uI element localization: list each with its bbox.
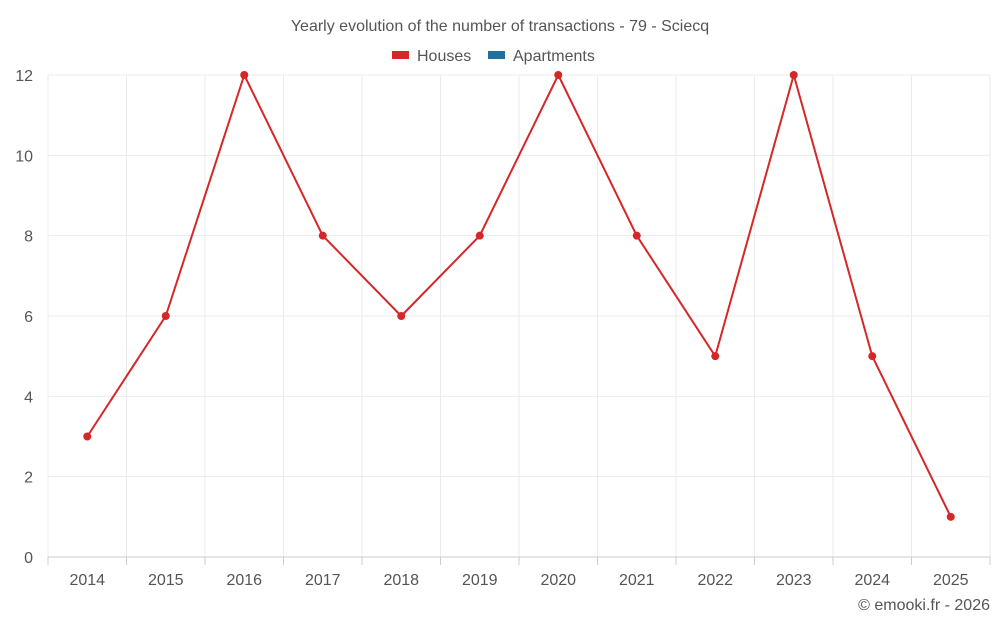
data-point[interactable] — [868, 352, 877, 361]
legend-label: Houses — [417, 48, 471, 65]
x-tick-label: 2014 — [69, 572, 105, 589]
axes — [47, 556, 991, 565]
x-tick-label: 2021 — [619, 572, 655, 589]
data-point[interactable] — [946, 512, 955, 521]
data-point[interactable] — [632, 231, 641, 240]
legend-label: Apartments — [513, 48, 595, 65]
x-tick-label: 2023 — [776, 572, 812, 589]
legend-swatch — [488, 51, 505, 59]
x-tick-label: 2017 — [305, 572, 341, 589]
x-tick-label: 2025 — [933, 572, 969, 589]
legend-item-houses[interactable]: Houses — [392, 48, 471, 65]
y-tick-label: 8 — [24, 229, 33, 246]
data-point[interactable] — [711, 352, 720, 361]
x-tick-label: 2018 — [383, 572, 419, 589]
x-tick-label: 2022 — [697, 572, 733, 589]
data-point[interactable] — [789, 71, 798, 79]
data-point[interactable] — [397, 312, 406, 320]
data-point[interactable] — [475, 231, 484, 240]
data-point[interactable] — [240, 71, 249, 79]
legend-item-apartments[interactable]: Apartments — [488, 48, 595, 65]
chart-legend: Houses Apartments — [392, 48, 595, 65]
chart-title: Yearly evolution of the number of transa… — [291, 18, 709, 35]
x-tick-label: 2024 — [854, 572, 890, 589]
y-tick-label: 10 — [15, 148, 33, 165]
series-line-houses — [86, 74, 952, 518]
y-tick-label: 2 — [24, 470, 33, 487]
x-tick-label: 2015 — [148, 572, 184, 589]
x-tick-label: 2020 — [540, 572, 576, 589]
data-point[interactable] — [318, 231, 327, 240]
x-tick-label: 2016 — [226, 572, 262, 589]
y-tick-label: 4 — [24, 389, 33, 406]
data-point[interactable] — [554, 71, 563, 79]
series-houses — [83, 71, 955, 521]
y-tick-label: 6 — [24, 309, 33, 326]
series-group — [83, 71, 955, 521]
y-tick-label: 0 — [24, 550, 33, 567]
y-axis-ticks: 0 2 4 6 8 10 12 — [15, 68, 33, 567]
legend-swatch — [392, 51, 409, 59]
data-point[interactable] — [161, 312, 170, 320]
x-tick-label: 2019 — [462, 572, 498, 589]
grid-lines — [47, 74, 991, 557]
y-tick-label: 12 — [15, 68, 33, 85]
data-point[interactable] — [83, 432, 92, 441]
credit-text: © emooki.fr - 2026 — [858, 597, 990, 614]
x-axis-ticks: 2014 2015 2016 2017 2018 2019 2020 2021 2022 2023… — [69, 572, 968, 589]
